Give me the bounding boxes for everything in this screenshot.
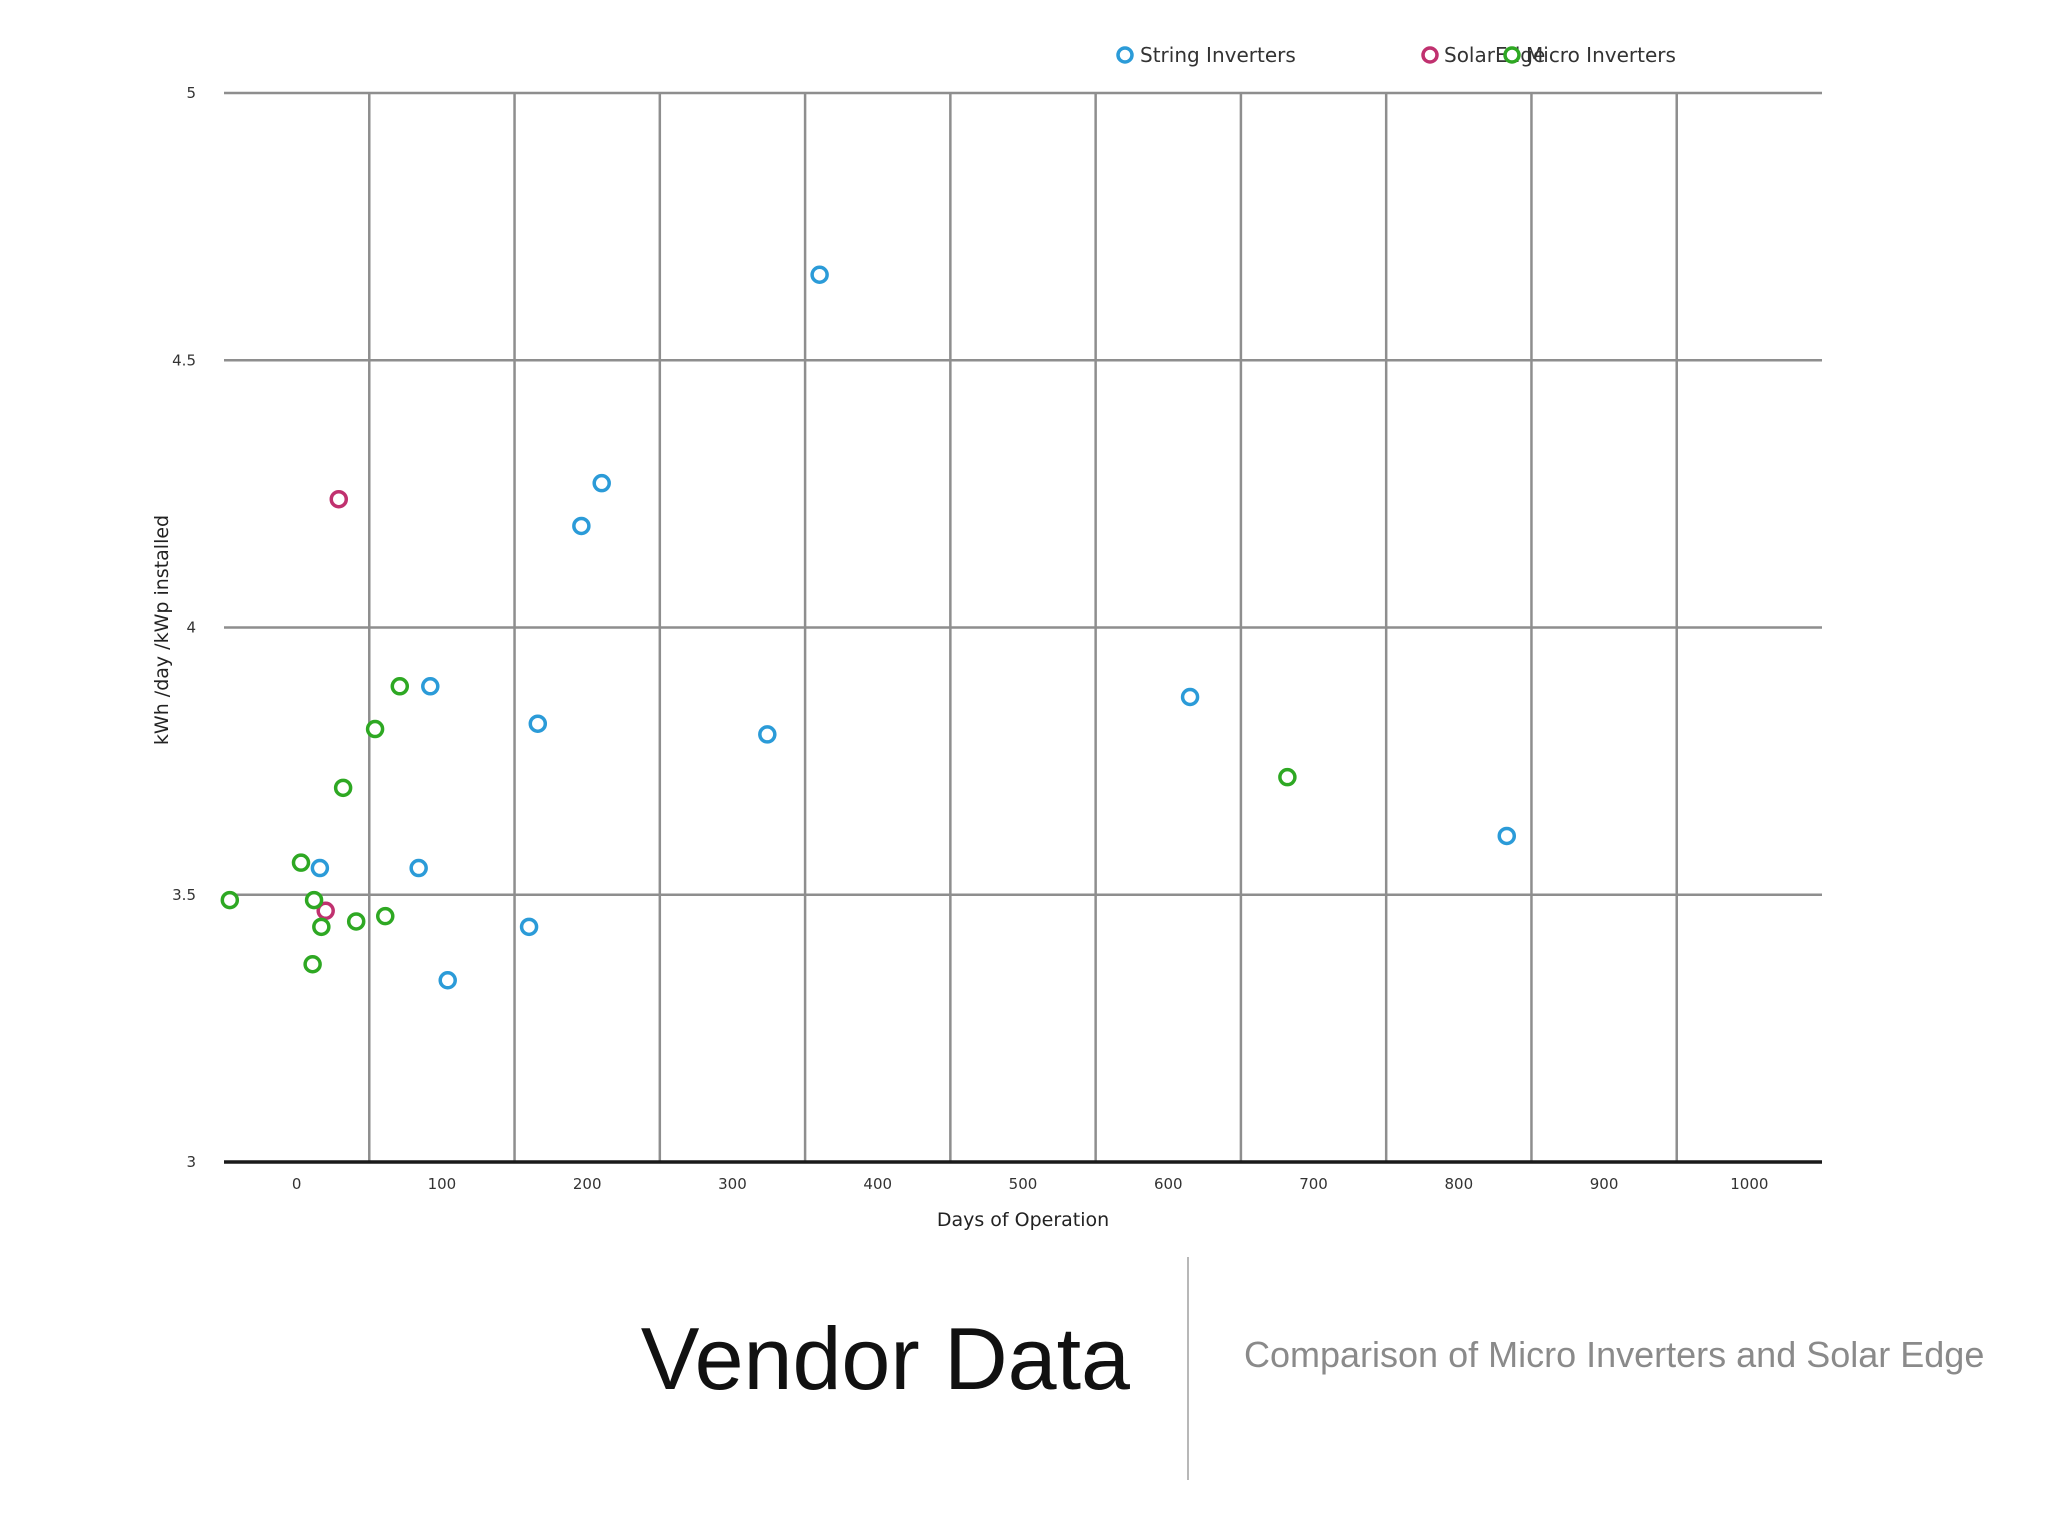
legend-marker <box>1116 46 1134 64</box>
data-point <box>572 516 591 536</box>
data-point <box>390 677 410 696</box>
data-point <box>421 677 440 696</box>
y-tick-label: 4.5 <box>172 351 196 369</box>
x-tick-label: 900 <box>1590 1175 1619 1193</box>
data-points <box>220 265 1517 990</box>
x-tick-label: 400 <box>863 1175 892 1193</box>
grid-lines <box>224 91 1822 1162</box>
data-point <box>346 912 366 931</box>
data-point <box>438 971 457 990</box>
data-point <box>519 917 539 937</box>
data-point <box>409 858 428 878</box>
x-tick-label: 700 <box>1299 1175 1328 1193</box>
data-point <box>316 901 335 921</box>
data-point <box>592 473 611 493</box>
legend-marker <box>1421 46 1439 64</box>
data-point <box>304 890 324 910</box>
data-point <box>365 719 385 739</box>
legend-label: String Inverters <box>1140 43 1296 67</box>
data-point <box>1497 826 1517 846</box>
y-tick-label: 5 <box>186 84 196 102</box>
data-point <box>329 489 349 509</box>
slide-subtitle: Comparison of Micro Inverters and Solar … <box>1244 1334 1985 1375</box>
y-tick-label: 3.5 <box>172 886 196 904</box>
x-tick-label: 100 <box>428 1175 457 1193</box>
x-tick-label: 600 <box>1154 1175 1183 1193</box>
data-point <box>333 778 353 798</box>
data-point <box>220 890 240 910</box>
x-tick-label: 0 <box>292 1175 302 1193</box>
slide-title: Vendor Data <box>640 1309 1130 1408</box>
x-tick-label: 300 <box>718 1175 747 1193</box>
data-point <box>810 265 829 284</box>
y-axis-title: kWh /day /kWp installed <box>151 515 173 745</box>
legend-label: SolarEdge <box>1444 43 1545 67</box>
data-point <box>291 853 311 872</box>
data-point <box>528 714 548 733</box>
x-tick-label: 200 <box>573 1175 602 1193</box>
data-point <box>758 725 777 744</box>
data-point <box>376 906 395 926</box>
x-tick-label: 800 <box>1444 1175 1473 1193</box>
data-point <box>310 858 330 878</box>
y-tick-label: 3 <box>186 1153 196 1171</box>
legend-label: Micro Inverters <box>1526 43 1676 67</box>
title-divider <box>1187 1257 1189 1480</box>
x-tick-label: 500 <box>1009 1175 1038 1193</box>
axes: 0 100 200 300 400 500 600 700 800 900 1000 3 3.5 4 4.5… <box>172 84 1822 1193</box>
x-tick-label: 1000 <box>1730 1175 1768 1193</box>
legend-marker <box>1503 46 1521 64</box>
data-point <box>1278 767 1297 787</box>
y-tick-label: 4 <box>186 619 196 637</box>
data-point <box>312 917 331 937</box>
data-point <box>303 954 322 974</box>
data-point <box>1180 687 1200 707</box>
x-axis-title: Days of Operation <box>937 1209 1109 1231</box>
